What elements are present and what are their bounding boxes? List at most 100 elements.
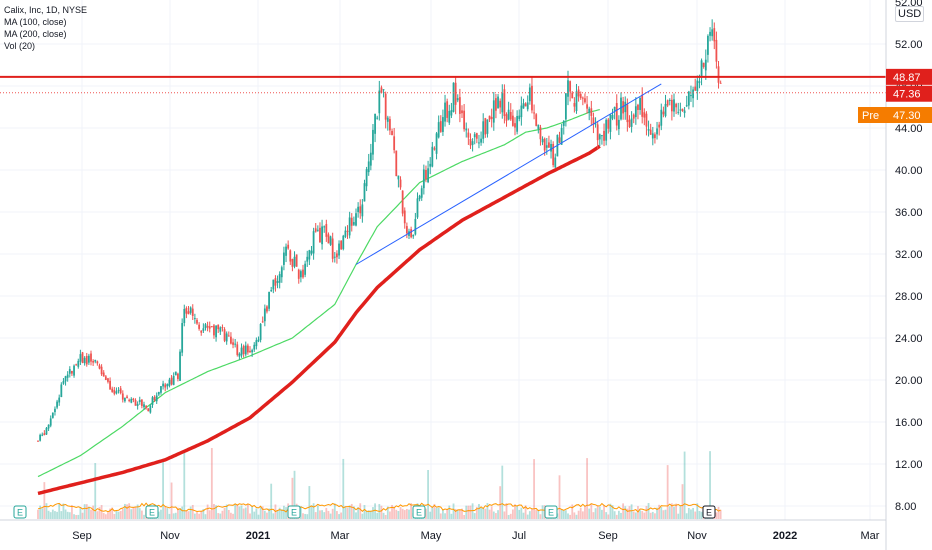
x-tick-label: Mar xyxy=(861,530,880,542)
volume-bar xyxy=(179,508,181,519)
candle xyxy=(272,279,275,294)
candle xyxy=(174,371,177,376)
symbol-title[interactable]: Calix, Inc, 1D, NYSE xyxy=(4,5,88,15)
candle xyxy=(111,386,114,393)
volume-bar xyxy=(342,458,345,519)
volume-bar xyxy=(492,511,495,519)
volume-legend[interactable]: Vol (20) xyxy=(4,41,36,51)
ma200-legend[interactable]: MA (200, close) xyxy=(4,29,67,39)
volume-bar xyxy=(56,511,58,519)
candle xyxy=(346,225,349,239)
candle xyxy=(109,377,111,390)
volume-bar xyxy=(206,504,209,519)
volume-bar xyxy=(75,514,78,519)
candle xyxy=(39,433,42,442)
candle xyxy=(234,338,237,348)
candle xyxy=(668,98,671,106)
candle xyxy=(522,98,525,109)
volume-bar xyxy=(410,503,413,519)
candle xyxy=(58,394,61,406)
volume-bar xyxy=(246,503,249,519)
last-price-badge xyxy=(886,85,932,102)
earnings-marker[interactable]: E xyxy=(412,505,426,519)
volume-bar xyxy=(113,513,116,519)
candle xyxy=(422,164,425,195)
candle xyxy=(283,246,285,271)
volume-bar xyxy=(109,508,111,519)
earnings-marker[interactable]: E xyxy=(13,505,27,519)
candle xyxy=(308,249,311,266)
volume-bar xyxy=(490,506,493,519)
candle xyxy=(437,115,440,139)
earnings-marker[interactable]: E xyxy=(702,505,716,519)
x-tick-label: Sep xyxy=(72,530,92,542)
candle xyxy=(51,412,54,419)
time-axis[interactable]: Sep Nov 2021 Mar May Jul Sep Nov 2022 Mar xyxy=(0,519,886,542)
volume-bar xyxy=(134,507,137,519)
candle xyxy=(304,260,307,278)
volume-bar xyxy=(312,503,315,519)
volume-bar xyxy=(630,504,633,519)
volume-bar xyxy=(522,512,525,519)
volume-bar xyxy=(643,512,646,519)
volume-bar xyxy=(478,503,480,519)
candle xyxy=(401,190,404,217)
candle xyxy=(687,90,690,110)
candle xyxy=(399,176,402,190)
candle xyxy=(694,78,697,92)
candle xyxy=(480,131,482,146)
candle xyxy=(397,175,400,188)
candle xyxy=(465,122,468,138)
volume-bar xyxy=(336,511,338,519)
candle xyxy=(675,102,678,115)
volume-bar xyxy=(236,504,239,519)
earnings-marker[interactable]: E xyxy=(287,505,301,519)
earnings-marker[interactable]: E xyxy=(544,505,558,519)
volume-bar xyxy=(386,506,389,519)
volume-bar xyxy=(346,507,349,519)
candle xyxy=(193,313,196,324)
volume-bar xyxy=(632,511,635,519)
candle xyxy=(287,240,290,250)
volume-bar xyxy=(227,509,230,519)
volume-bar xyxy=(352,506,355,519)
candle xyxy=(185,306,188,319)
candle xyxy=(266,305,268,314)
volume-bar xyxy=(469,505,472,519)
volume-bar xyxy=(645,506,648,519)
candle xyxy=(628,115,631,128)
candle xyxy=(73,364,75,378)
candle xyxy=(488,115,491,123)
candle xyxy=(389,116,391,135)
candle xyxy=(355,208,357,227)
volume-bar xyxy=(562,510,565,519)
earnings-marker[interactable]: E xyxy=(145,505,159,519)
candle xyxy=(321,219,323,250)
volume-bar xyxy=(535,509,538,519)
volume-bar xyxy=(662,510,665,519)
candle xyxy=(257,336,260,343)
support-trendline[interactable] xyxy=(355,83,662,265)
candle xyxy=(68,366,71,378)
currency-label[interactable]: USD xyxy=(895,6,925,22)
candle xyxy=(486,119,489,138)
horizontal-levels[interactable] xyxy=(0,75,886,94)
trendline[interactable] xyxy=(355,83,662,265)
candle xyxy=(75,363,78,366)
volume-bar xyxy=(613,511,616,519)
last-price-badge-text: 47.36 xyxy=(893,89,921,101)
volume-bar xyxy=(361,513,364,519)
volume-bar xyxy=(299,506,302,519)
volume-bar xyxy=(408,509,410,519)
volume-bar xyxy=(581,511,584,519)
candle xyxy=(149,404,152,414)
volume-bar xyxy=(54,511,56,519)
candle xyxy=(363,179,366,202)
volume-bar xyxy=(393,506,396,519)
ma100-legend[interactable]: MA (100, close) xyxy=(4,17,67,27)
candle xyxy=(310,245,313,256)
volume-bar xyxy=(130,509,133,519)
candle xyxy=(119,385,122,395)
